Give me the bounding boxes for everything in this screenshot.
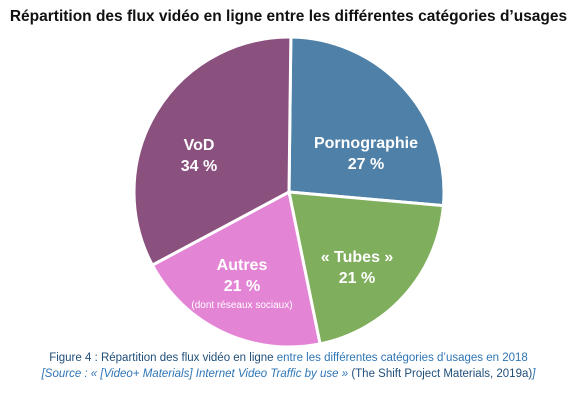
slice-note: (dont réseaux sociaux) <box>191 300 292 311</box>
caption-prefix: Figure 4 : Répartition des flux vidéo en… <box>49 352 277 364</box>
slice-vod <box>132 35 293 267</box>
slice-label: Autres <box>217 257 268 274</box>
slice-label: VoD <box>184 137 215 154</box>
slice-pornographie <box>287 35 446 208</box>
slice-value-label: 34 % <box>181 158 217 175</box>
chart-title: Répartition des flux vidéo en ligne entr… <box>9 8 568 25</box>
slice-value-label: 21 % <box>339 270 375 287</box>
source-bracket-end: ] <box>532 368 536 380</box>
figure-caption: Figure 4 : Répartition des flux vidéo en… <box>0 352 577 364</box>
slice-value-label: 21 % <box>224 278 260 295</box>
slice-autres <box>150 190 322 349</box>
source-reference: (The Shift Project Materials, 2019a) <box>351 368 533 380</box>
slice-value-label: 27 % <box>348 156 384 173</box>
caption-rest: entre les différentes catégories d’usage… <box>276 352 528 364</box>
source-caption: [Source : « [Video+ Materials] Internet … <box>0 368 577 380</box>
slice-label: « Tubes » <box>321 249 394 266</box>
source-title: [Source : « [Video+ Materials] Internet … <box>41 368 352 380</box>
slice-tubes <box>287 190 445 346</box>
slice-label: Pornographie <box>314 135 418 152</box>
